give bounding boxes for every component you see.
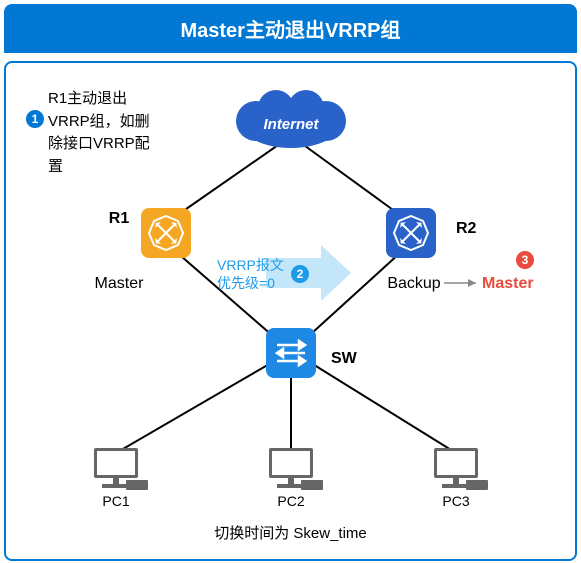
vrrp-text: VRRP报文 优先级=0 — [217, 256, 284, 292]
r1-label: R1 — [109, 210, 130, 227]
pc2-label: PC2 — [277, 493, 304, 509]
pc1-label: PC1 — [102, 493, 129, 509]
header-title-text: Master主动退出VRRP组 — [180, 20, 400, 42]
vrrp-line1: VRRP报文 — [217, 256, 284, 274]
pc3-node — [434, 448, 488, 490]
router-r2 — [386, 208, 436, 258]
sw-label: SW — [331, 350, 358, 367]
diagram-frame: 1 R1主动退出 VRRP组，如删 除接口VRRP配 置 — [4, 61, 577, 561]
r2-label: R2 — [456, 220, 477, 237]
router-r1 — [141, 208, 191, 258]
vrrp-line2: 优先级=0 — [217, 274, 284, 292]
r1-role: Master — [95, 275, 145, 292]
switch-sw — [266, 328, 316, 378]
master-red-label: Master — [482, 275, 534, 293]
r2-role: Backup — [387, 275, 440, 292]
bottom-text: 切换时间为 Skew_time — [6, 522, 575, 543]
pc2-node — [269, 448, 323, 490]
pc1-node — [94, 448, 148, 490]
network-svg: Internet R1 Master — [6, 63, 576, 563]
badge-2: 2 — [291, 265, 309, 283]
internet-node: Internet — [236, 90, 346, 148]
svg-text:Internet: Internet — [263, 116, 319, 133]
badge-3: 3 — [516, 251, 534, 269]
header-title: Master主动退出VRRP组 — [4, 4, 577, 53]
pc3-label: PC3 — [442, 493, 469, 509]
